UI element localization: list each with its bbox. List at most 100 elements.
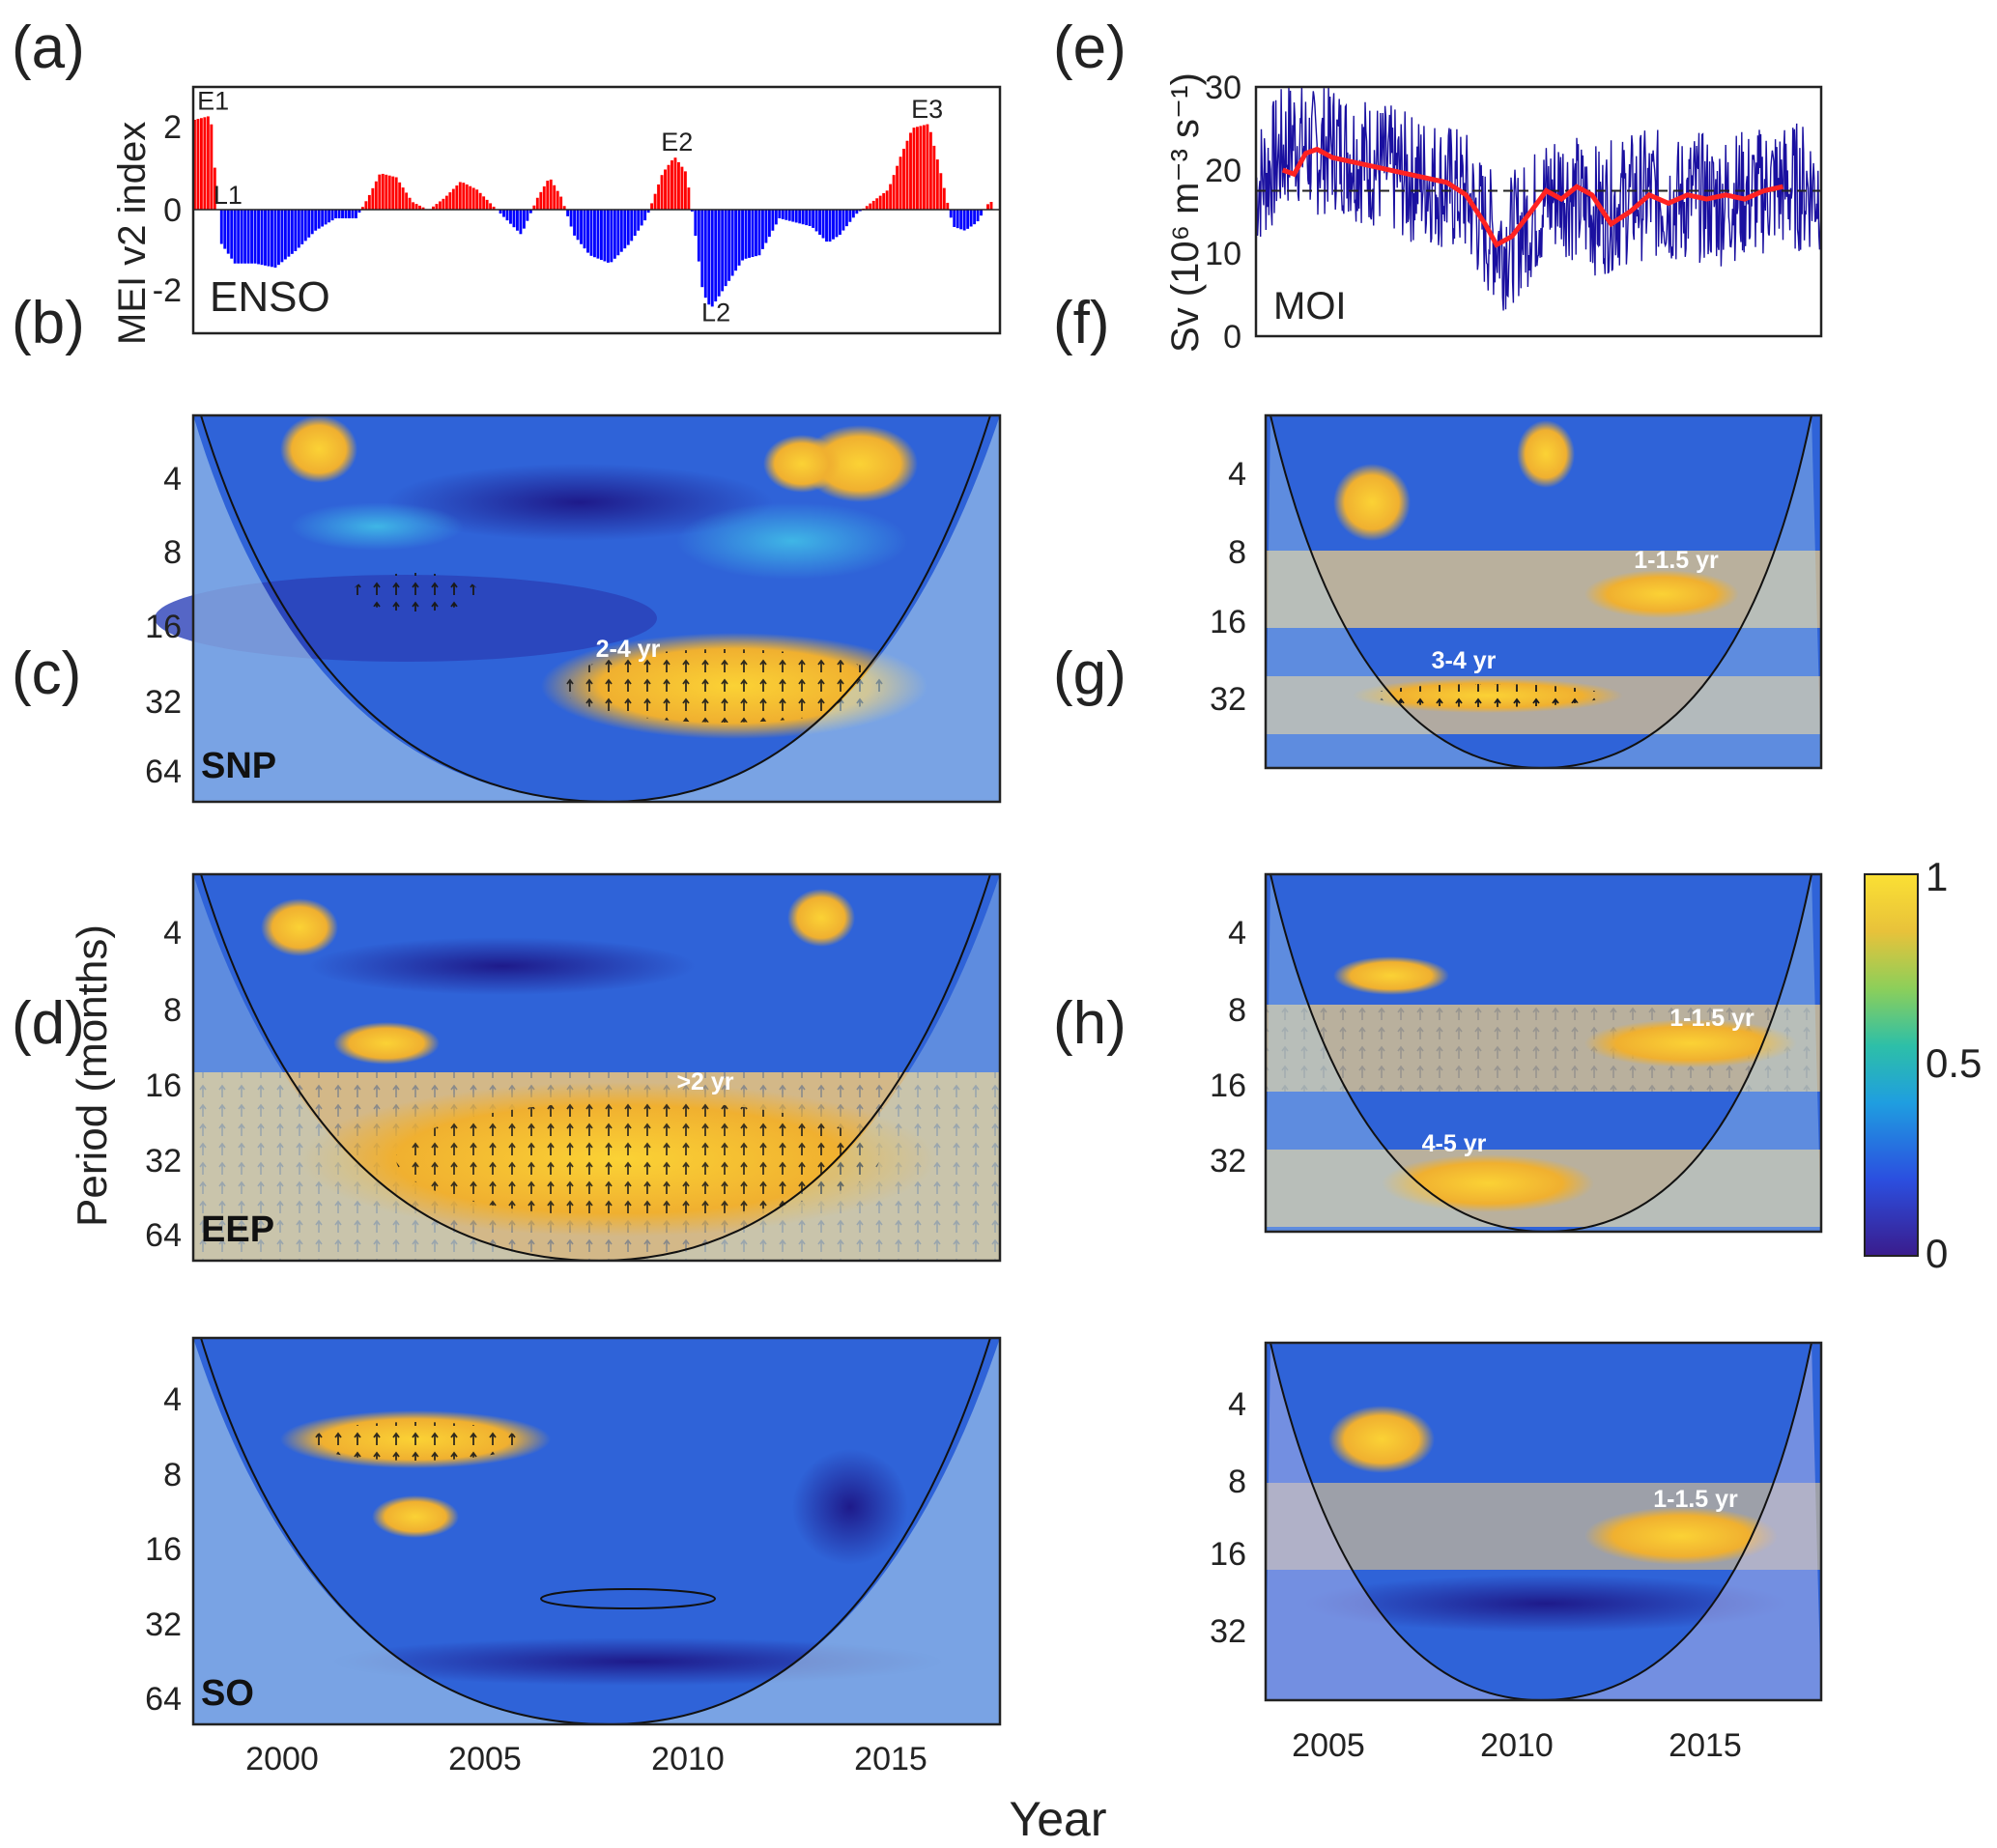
enso-bar (875, 198, 879, 211)
enso-bar (300, 210, 304, 244)
b-ytick-64: 64 (145, 753, 182, 790)
enso-bar (371, 187, 375, 211)
enso-bar (835, 210, 839, 238)
enso-bar (317, 210, 321, 229)
g-ytick-4: 4 (1228, 915, 1246, 952)
enso-bar (203, 117, 207, 211)
enso-bar (542, 185, 546, 211)
enso-bar (812, 210, 815, 228)
enso-bar (839, 210, 842, 235)
enso-bar (976, 210, 980, 222)
enso-bar (703, 210, 707, 299)
panel-b-wavelet: 2-4 yr SNP 4 8 16 32 64 (145, 413, 1002, 804)
enso-bar (528, 210, 532, 213)
enso-bar (451, 188, 455, 211)
enso-bar (448, 192, 452, 211)
enso-bar (700, 210, 704, 288)
enso-bar (667, 164, 670, 211)
h-ytick-4: 4 (1228, 1386, 1246, 1423)
g-annotation-1: 1-1.5 yr (1669, 1005, 1755, 1032)
a-ytick-0: 0 (163, 192, 182, 229)
enso-bar (230, 210, 234, 259)
enso-bar (357, 210, 361, 213)
enso-bar (324, 210, 328, 225)
enso-bar (892, 175, 896, 211)
enso-bar (828, 210, 832, 242)
enso-bar (360, 207, 364, 211)
enso-bar (367, 194, 371, 211)
enso-bar (690, 210, 694, 212)
f-annotation-2: 3-4 yr (1432, 647, 1497, 674)
enso-bar (310, 210, 314, 235)
enso-bar (210, 124, 214, 211)
enso-bar (869, 203, 872, 211)
e-ylabel: Sv (10⁶ m⁻³ s⁻¹) (1164, 72, 1207, 353)
h-ytick-8: 8 (1228, 1464, 1246, 1500)
enso-bar (794, 210, 798, 223)
enso-bar (785, 210, 788, 220)
enso-bar (687, 187, 691, 211)
enso-bar (878, 195, 882, 211)
enso-bar (432, 206, 435, 211)
enso-bar (334, 210, 338, 218)
enso-bar (307, 210, 311, 238)
enso-bar (935, 159, 939, 211)
enso-bar (485, 199, 489, 211)
c-ytick-16: 16 (145, 1067, 182, 1104)
enso-bar (199, 118, 203, 211)
year-xlabel: Year (1009, 1792, 1106, 1846)
enso-bar (871, 200, 875, 211)
g-ytick-32: 32 (1210, 1143, 1246, 1180)
enso-bar (626, 210, 630, 245)
enso-bar (414, 204, 418, 211)
enso-bar (408, 197, 412, 211)
f-ytick-16: 16 (1210, 604, 1246, 640)
enso-bar (764, 210, 768, 243)
h-xtick-2005: 2005 (1292, 1727, 1365, 1764)
enso-bar (724, 210, 727, 287)
enso-event-L2: L2 (701, 298, 730, 327)
enso-bar (767, 210, 771, 238)
enso-bar (697, 210, 700, 262)
enso-bar (539, 191, 543, 211)
enso-bar (755, 210, 757, 257)
a-ytick-2: 2 (163, 109, 182, 146)
enso-bar (616, 210, 620, 256)
enso-bar (949, 210, 953, 218)
enso-bar (435, 204, 439, 211)
d-region-label: SO (201, 1673, 254, 1714)
enso-bar (267, 210, 271, 267)
h-ytick-32: 32 (1210, 1613, 1246, 1650)
enso-bar (657, 184, 661, 211)
enso-bar (516, 210, 519, 231)
h-ytick-16: 16 (1210, 1536, 1246, 1573)
enso-bar (253, 210, 257, 264)
enso-bar (946, 202, 950, 211)
enso-bar (882, 192, 886, 211)
d-ytick-64: 64 (145, 1681, 182, 1718)
enso-bar (532, 205, 536, 211)
enso-bar (502, 210, 505, 217)
enso-event-E1: E1 (197, 86, 229, 115)
enso-bar (290, 210, 294, 254)
colorbar: 1 0.5 0 (1864, 854, 1982, 1276)
enso-bar (670, 160, 673, 211)
f-ytick-8: 8 (1228, 534, 1246, 571)
enso-bar (821, 210, 825, 239)
panel-letter-c: (c) (12, 640, 81, 707)
c-annotation: >2 yr (676, 1068, 733, 1095)
enso-bar (398, 182, 402, 211)
panel-a: 2 0 -2 MEI v2 index ENSO E1 L1 E2 L2 E3 (111, 85, 1002, 345)
enso-bar (741, 210, 744, 261)
f-ytick-4: 4 (1228, 456, 1246, 493)
e-ytick-0: 0 (1223, 319, 1241, 355)
enso-bar (801, 210, 805, 225)
enso-bar (381, 173, 385, 211)
enso-bar (589, 210, 593, 256)
enso-bar (832, 210, 835, 240)
d-xtick-2010: 2010 (651, 1741, 725, 1777)
enso-bar (562, 206, 566, 211)
enso-bar (546, 181, 550, 211)
enso-bar (193, 120, 196, 211)
enso-bar (328, 210, 331, 223)
